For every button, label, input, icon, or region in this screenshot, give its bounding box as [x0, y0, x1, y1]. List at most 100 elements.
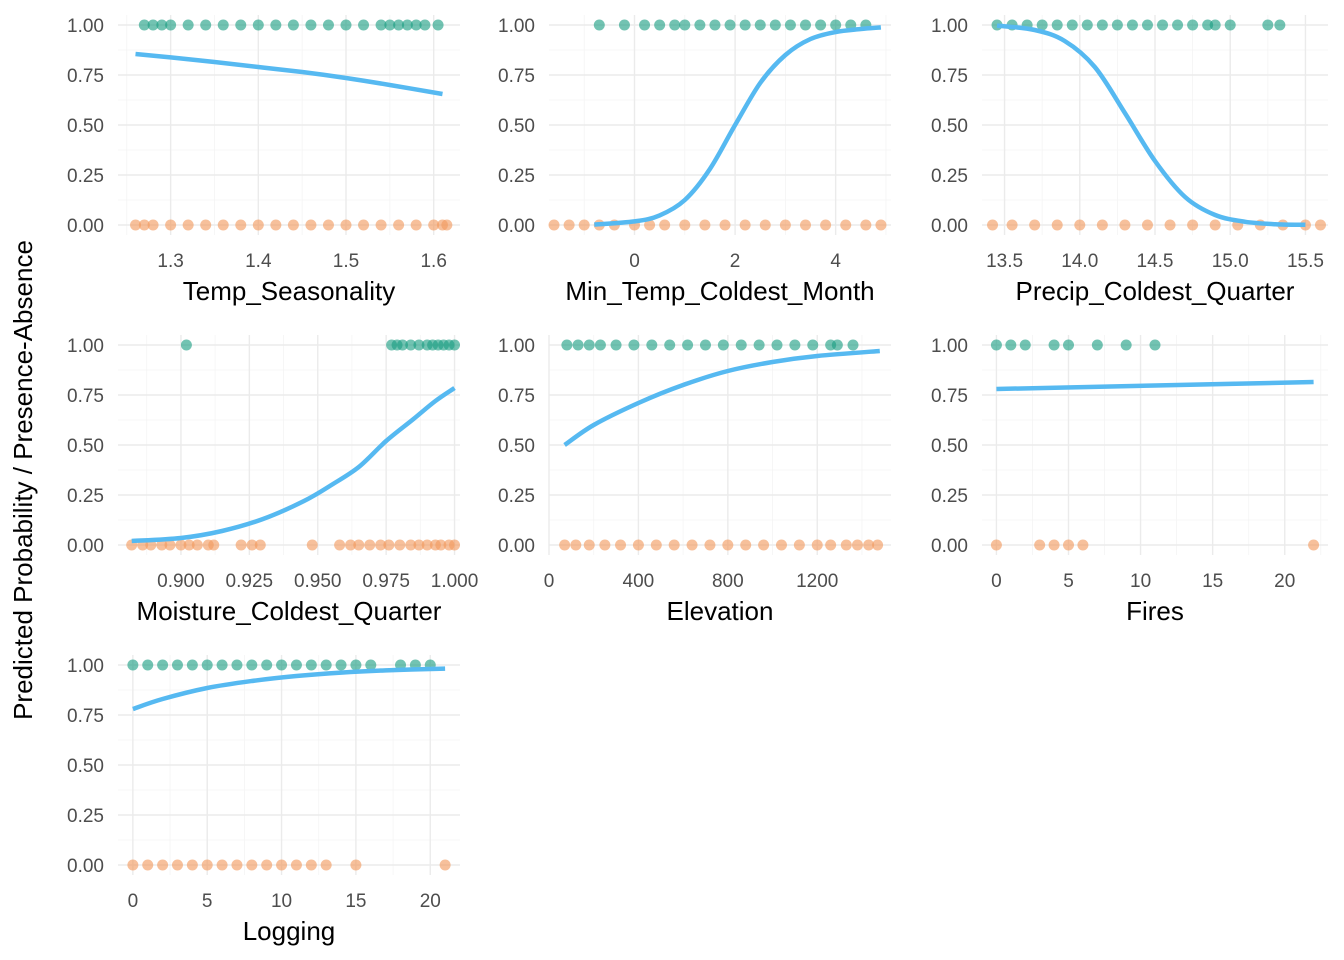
presence-point — [1172, 19, 1184, 31]
absence-point — [320, 859, 332, 871]
fitted-curve — [132, 666, 446, 712]
y-tick-label: 0.50 — [931, 116, 968, 137]
absence-point — [413, 539, 425, 551]
presence-point — [217, 19, 229, 31]
absence-point — [659, 219, 671, 231]
x-axis-title: Min_Temp_Coldest_Month — [565, 276, 874, 306]
absence-point — [165, 219, 177, 231]
presence-point — [646, 339, 658, 351]
presence-point — [182, 19, 194, 31]
absence-point — [559, 539, 571, 551]
presence-point — [735, 339, 747, 351]
presence-point — [1005, 339, 1017, 351]
absence-point — [290, 859, 302, 871]
presence-point — [1187, 19, 1199, 31]
presence-point — [807, 339, 819, 351]
absence-point — [375, 219, 387, 231]
panel-moisture-coldest-quarter: 0.00 0.25 0.50 0.75 1.00 0.900 0.925 0.950 0.975… — [67, 335, 478, 626]
y-tick-label: 0.25 — [498, 486, 535, 507]
absence-point — [679, 219, 691, 231]
presence-point — [1141, 19, 1153, 31]
absence-point — [235, 539, 247, 551]
absence-point — [127, 859, 139, 871]
presence-point — [156, 19, 168, 31]
absence-point — [191, 539, 203, 551]
fitted-curve — [594, 25, 882, 227]
panel-min-temp-coldest-month: 0.00 0.25 0.50 0.75 1.00 0 2 4 Min_Temp_Coldest_… — [498, 15, 891, 306]
absence-point — [350, 859, 362, 871]
fitted-curve — [563, 348, 880, 447]
x-tick-label: 15 — [1202, 571, 1223, 592]
major-grid — [118, 15, 460, 235]
y-tick-label: 1.00 — [931, 336, 968, 357]
y-tick-label: 0.00 — [67, 856, 104, 877]
presence-point — [1051, 19, 1063, 31]
presence-point — [724, 19, 736, 31]
presence-point — [186, 659, 198, 671]
presence-point — [990, 339, 1002, 351]
fitted-curve — [135, 51, 443, 97]
absence-point — [704, 539, 716, 551]
presence-point — [393, 19, 405, 31]
absence-point — [1314, 219, 1326, 231]
presence-point — [419, 19, 431, 31]
absence-point — [254, 539, 266, 551]
presence-point — [830, 19, 842, 31]
presence-point — [1209, 19, 1221, 31]
absence-point — [235, 219, 247, 231]
absence-point — [393, 219, 405, 231]
presence-point — [270, 19, 282, 31]
x-tick-label: 1.5 — [333, 251, 359, 272]
presence-point — [305, 19, 317, 31]
x-axis-title: Moisture_Coldest_Quarter — [137, 596, 442, 626]
presence-point — [305, 659, 317, 671]
panels: 0.00 0.25 0.50 0.75 1.00 1.3 1.4 1.5 1.6 Temp_Sea… — [67, 15, 1328, 946]
presence-point — [789, 339, 801, 351]
absence-point — [1096, 219, 1108, 231]
absence-point — [875, 219, 887, 231]
absence-point — [1209, 219, 1221, 231]
absence-point — [583, 539, 595, 551]
presence-point — [1066, 19, 1078, 31]
absence-point — [175, 539, 187, 551]
presence-point — [739, 19, 751, 31]
absence-point — [305, 219, 317, 231]
major-grid — [982, 15, 1328, 235]
presence-point — [753, 339, 765, 351]
y-tick-label: 0.75 — [67, 66, 104, 87]
y-tick-label: 1.00 — [67, 16, 104, 37]
absence-point — [216, 859, 228, 871]
panel-precip-coldest-quarter: 0.00 0.25 0.50 0.75 1.00 13.5 14.0 14.5 15.0 15.5… — [931, 15, 1328, 306]
presence-point — [1274, 19, 1286, 31]
presence-points — [138, 19, 444, 31]
presence-point — [320, 659, 332, 671]
absence-point — [252, 219, 264, 231]
presence-points — [180, 339, 461, 351]
presence-point — [340, 19, 352, 31]
presence-point — [235, 19, 247, 31]
x-tick-label: 4 — [830, 251, 841, 272]
presence-point — [142, 659, 154, 671]
presence-point — [180, 339, 192, 351]
absence-point — [164, 539, 176, 551]
absence-point — [632, 539, 644, 551]
presence-point — [1126, 19, 1138, 31]
y-tick-label: 0.75 — [67, 386, 104, 407]
x-tick-label: 1.3 — [157, 251, 183, 272]
absence-point — [840, 219, 852, 231]
absence-point — [231, 859, 243, 871]
x-tick-label: 0 — [991, 571, 1002, 592]
absence-point — [375, 539, 387, 551]
absence-point — [428, 219, 440, 231]
presence-point — [593, 19, 605, 31]
panel-temp-seasonality: 0.00 0.25 0.50 0.75 1.00 1.3 1.4 1.5 1.6 Temp_Sea… — [67, 15, 460, 306]
presence-point — [290, 659, 302, 671]
x-tick-label: 20 — [420, 891, 441, 912]
presence-point — [610, 339, 622, 351]
absence-point — [863, 539, 875, 551]
fitted-curve — [996, 23, 1306, 228]
absence-point — [599, 539, 611, 551]
absence-points — [127, 859, 451, 871]
absence-point — [800, 219, 811, 231]
